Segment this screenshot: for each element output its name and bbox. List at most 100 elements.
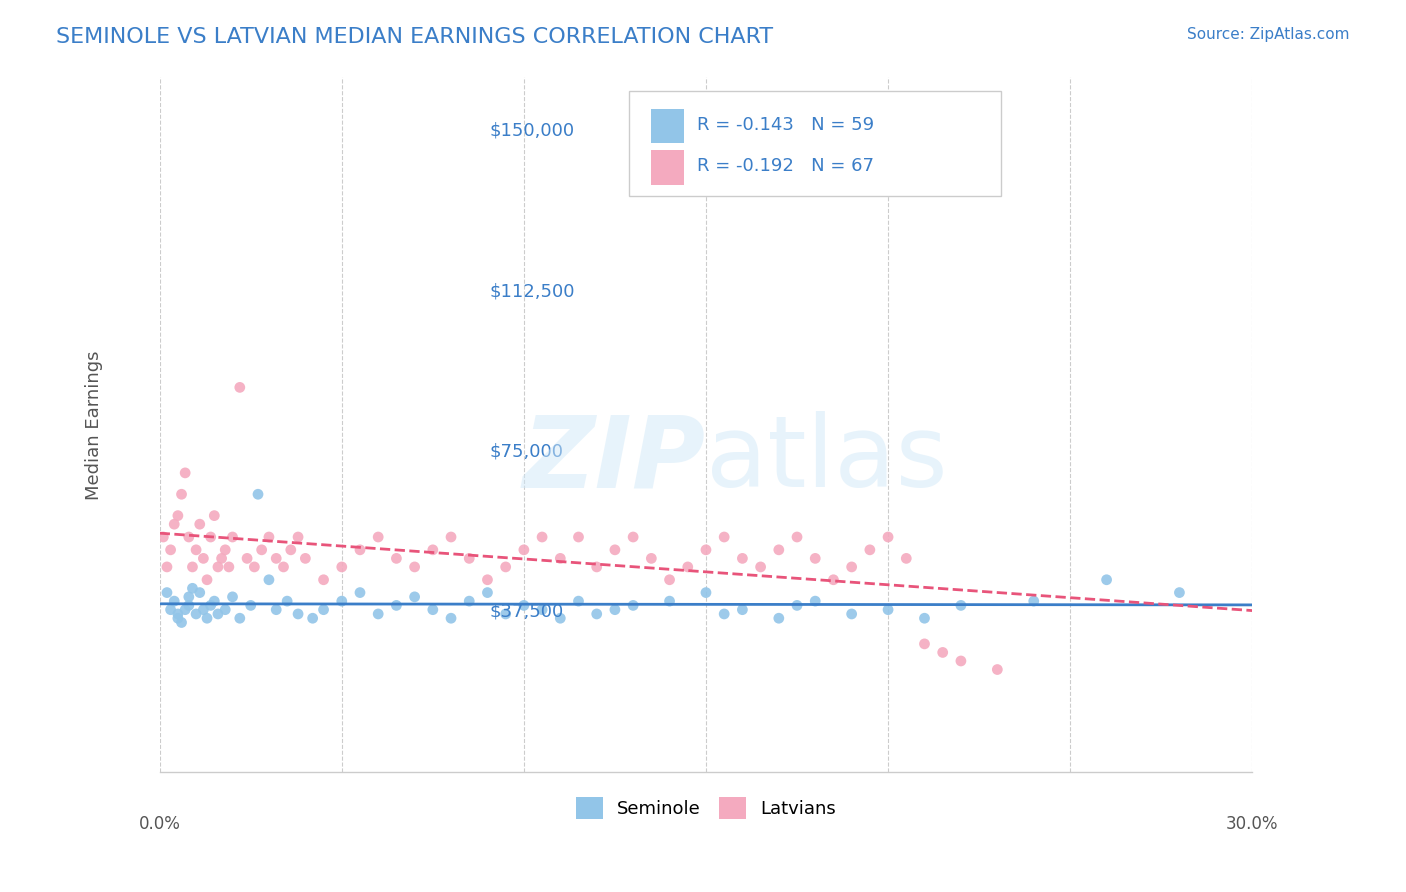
Point (367, 607, 389, 621)
Point (184, 542, 207, 557)
Point (167, 508, 190, 523)
Point (280, 542, 302, 557)
Text: R = -0.192   N = 67: R = -0.192 N = 67 (697, 157, 875, 176)
Point (804, 594, 827, 608)
Point (422, 602, 444, 616)
Point (385, 551, 408, 566)
FancyBboxPatch shape (651, 151, 685, 186)
Point (159, 602, 181, 616)
Point (804, 551, 827, 566)
Point (200, 599, 222, 613)
Point (422, 542, 444, 557)
Point (931, 645, 953, 659)
Point (218, 560, 240, 574)
Point (195, 611, 218, 625)
Point (658, 594, 681, 608)
Point (585, 607, 607, 621)
Point (174, 602, 197, 616)
Point (603, 602, 626, 616)
Point (229, 611, 252, 625)
Point (768, 542, 790, 557)
Point (202, 594, 225, 608)
Text: $112,500: $112,500 (489, 282, 575, 301)
Point (221, 530, 243, 544)
Point (440, 611, 463, 625)
Point (211, 551, 233, 566)
Point (273, 560, 295, 574)
Point (477, 573, 499, 587)
Point (312, 573, 335, 587)
Point (495, 560, 517, 574)
Point (287, 607, 309, 621)
Text: $37,500: $37,500 (489, 603, 564, 621)
Point (786, 599, 808, 613)
Point (264, 602, 287, 616)
Point (658, 573, 681, 587)
Point (603, 542, 626, 557)
Point (330, 594, 353, 608)
Point (152, 530, 174, 544)
Point (167, 611, 190, 625)
Point (264, 551, 287, 566)
Point (713, 607, 735, 621)
Point (330, 560, 353, 574)
Point (513, 542, 536, 557)
Point (177, 530, 200, 544)
Point (458, 594, 481, 608)
Point (1095, 573, 1118, 587)
Point (531, 602, 554, 616)
Point (170, 487, 193, 501)
Point (193, 551, 215, 566)
Point (163, 517, 186, 532)
Point (349, 585, 371, 599)
Point (458, 551, 481, 566)
Point (440, 530, 463, 544)
Point (695, 542, 717, 557)
Point (531, 530, 554, 544)
Point (276, 594, 298, 608)
Point (550, 611, 572, 625)
Point (257, 573, 280, 587)
Point (731, 551, 754, 566)
Point (257, 530, 280, 544)
Point (239, 599, 262, 613)
Point (207, 560, 229, 574)
Point (214, 542, 236, 557)
Point (181, 582, 204, 596)
Point (731, 602, 754, 616)
Point (301, 611, 323, 625)
Point (640, 551, 662, 566)
Point (495, 607, 517, 621)
Point (896, 551, 918, 566)
Point (1168, 585, 1191, 599)
Point (247, 487, 270, 501)
Text: $75,000: $75,000 (489, 442, 564, 460)
Text: R = -0.143   N = 59: R = -0.143 N = 59 (697, 116, 875, 134)
Point (550, 551, 572, 566)
Point (177, 599, 200, 613)
Point (243, 560, 266, 574)
Point (174, 466, 197, 480)
FancyBboxPatch shape (630, 91, 1001, 195)
Point (188, 585, 211, 599)
Point (367, 530, 389, 544)
Text: 30.0%: 30.0% (1226, 815, 1278, 833)
Text: atlas: atlas (706, 411, 948, 508)
Point (695, 585, 717, 599)
Point (188, 517, 211, 532)
Point (477, 585, 499, 599)
Point (177, 590, 200, 604)
Point (312, 602, 335, 616)
Point (202, 508, 225, 523)
Point (200, 530, 222, 544)
Point (786, 530, 808, 544)
Point (859, 542, 882, 557)
Point (567, 594, 589, 608)
Point (385, 599, 408, 613)
Point (877, 530, 900, 544)
Point (877, 602, 900, 616)
Text: 0.0%: 0.0% (139, 815, 180, 833)
Point (294, 551, 316, 566)
Point (214, 602, 236, 616)
Point (749, 560, 772, 574)
